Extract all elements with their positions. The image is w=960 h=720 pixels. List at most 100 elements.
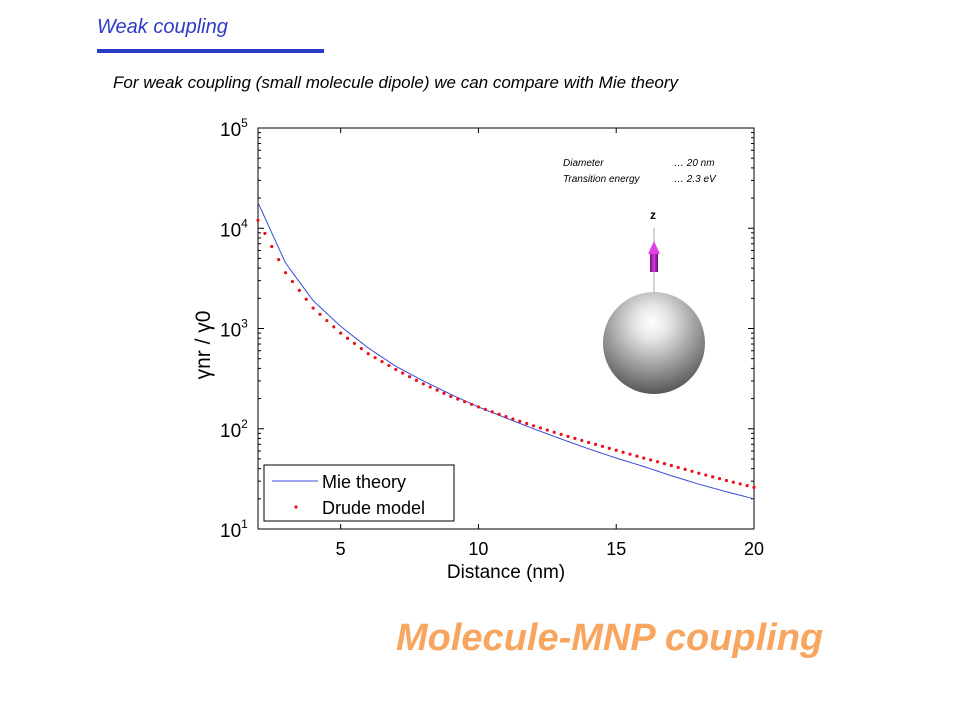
legend: Mie theory Drude model bbox=[263, 464, 455, 522]
series-point-drude-model bbox=[745, 484, 749, 488]
series-point-drude-model bbox=[366, 352, 370, 356]
series-point-drude-model bbox=[649, 458, 653, 462]
series-point-drude-model bbox=[325, 318, 329, 323]
axis-ticks bbox=[258, 127, 755, 530]
legend-swatch-drude bbox=[294, 505, 298, 509]
series-point-drude-model bbox=[662, 462, 667, 466]
series-point-drude-model bbox=[290, 279, 295, 284]
series-point-drude-model bbox=[621, 450, 625, 454]
series-point-drude-model bbox=[614, 448, 618, 452]
series-layer bbox=[256, 202, 756, 500]
series-point-drude-model bbox=[497, 412, 501, 416]
series-point-drude-model bbox=[600, 444, 605, 448]
series-point-drude-model bbox=[490, 410, 494, 414]
series-point-drude-model bbox=[270, 244, 274, 249]
footer-title: Molecule-MNP coupling bbox=[396, 617, 824, 659]
x-axis-label: Distance (nm) bbox=[447, 562, 565, 583]
series-point-drude-model bbox=[504, 415, 508, 419]
series-point-drude-model bbox=[676, 465, 680, 470]
series-point-drude-model bbox=[394, 367, 398, 372]
series-point-drude-model bbox=[380, 360, 384, 364]
series-point-drude-model bbox=[559, 432, 563, 436]
y-tick-label-1: 101 bbox=[220, 517, 248, 542]
axis-tick-labels: 5 10 15 20 101 102 103 104 105 bbox=[220, 116, 764, 559]
series-point-drude-model bbox=[263, 231, 267, 236]
series-point-drude-model bbox=[297, 288, 301, 292]
series-point-drude-model bbox=[283, 271, 288, 275]
series-point-drude-model bbox=[277, 258, 281, 262]
series-point-drude-model bbox=[573, 436, 577, 440]
series-point-drude-model bbox=[711, 475, 715, 479]
x-tick-label-10: 10 bbox=[468, 539, 488, 559]
x-tick-label-5: 5 bbox=[336, 539, 346, 559]
series-point-drude-model bbox=[401, 371, 405, 375]
x-tick-label-20: 20 bbox=[744, 539, 764, 559]
series-point-drude-model bbox=[318, 312, 322, 316]
series-point-drude-model bbox=[552, 430, 556, 434]
series-point-drude-model bbox=[449, 394, 453, 399]
series-point-drude-model bbox=[593, 442, 598, 447]
slide-subtitle: For weak coupling (small molecule dipole… bbox=[113, 73, 679, 92]
y-tick-label-2: 102 bbox=[220, 417, 248, 442]
legend-box bbox=[263, 464, 455, 522]
series-point-drude-model bbox=[731, 480, 735, 484]
series-point-drude-model bbox=[345, 336, 350, 340]
y-tick-label-5: 105 bbox=[220, 116, 248, 141]
series-point-drude-model bbox=[538, 426, 543, 430]
series-point-drude-model bbox=[752, 485, 756, 489]
series-point-drude-model bbox=[697, 471, 701, 475]
series-point-drude-model bbox=[435, 388, 439, 392]
legend-label-mie: Mie theory bbox=[322, 472, 406, 492]
series-point-drude-model bbox=[421, 382, 425, 386]
series-point-drude-model bbox=[566, 434, 570, 438]
series-point-drude-model bbox=[339, 331, 343, 335]
nanoparticle-inset: z bbox=[603, 208, 705, 394]
series-point-drude-model bbox=[476, 405, 481, 409]
series-point-drude-model bbox=[373, 356, 377, 360]
series-point-drude-model bbox=[531, 424, 536, 428]
series-point-drude-model bbox=[442, 391, 446, 395]
series-point-drude-model bbox=[580, 438, 584, 443]
series-point-drude-model bbox=[359, 346, 363, 351]
x-tick-label-15: 15 bbox=[606, 539, 626, 559]
series-point-drude-model bbox=[428, 385, 432, 389]
series-point-drude-model bbox=[469, 402, 474, 406]
annotation: Diameter … 20 nm Transition energy … 2.3… bbox=[563, 158, 717, 185]
dipole-arrowhead bbox=[648, 241, 660, 254]
series-point-drude-model bbox=[642, 456, 646, 460]
series-point-drude-model bbox=[332, 325, 336, 329]
series-point-drude-model bbox=[387, 363, 391, 368]
series-point-drude-model bbox=[704, 473, 708, 477]
series-point-drude-model bbox=[587, 440, 591, 445]
series-point-drude-model bbox=[407, 375, 412, 379]
series-point-drude-model bbox=[483, 407, 487, 411]
series-point-drude-model bbox=[738, 482, 742, 486]
series-point-drude-model bbox=[669, 463, 673, 468]
slide-heading: Weak coupling bbox=[97, 16, 228, 38]
annotation-diameter-value: … 20 nm bbox=[674, 158, 715, 169]
series-point-drude-model bbox=[655, 460, 660, 464]
y-tick-label-4: 104 bbox=[220, 216, 248, 241]
series-point-drude-model bbox=[607, 446, 611, 450]
series-point-drude-model bbox=[304, 297, 308, 301]
series-point-drude-model bbox=[525, 421, 529, 426]
series-point-drude-model bbox=[256, 218, 260, 222]
series-point-drude-model bbox=[724, 478, 729, 483]
series-point-drude-model bbox=[683, 467, 687, 471]
nanoparticle-sphere bbox=[603, 292, 705, 394]
series-point-drude-model bbox=[352, 341, 357, 346]
y-axis-label: γnr / γ0 bbox=[192, 311, 215, 380]
series-point-drude-model bbox=[690, 469, 694, 473]
series-point-drude-model bbox=[635, 454, 639, 458]
series-point-drude-model bbox=[414, 378, 419, 382]
legend-label-drude: Drude model bbox=[322, 498, 425, 518]
heading-underline bbox=[97, 49, 324, 53]
series-point-drude-model bbox=[717, 477, 722, 481]
series-point-drude-model bbox=[463, 400, 467, 404]
annotation-energy-label: Transition energy bbox=[563, 174, 641, 185]
annotation-energy-value: … 2.3 eV bbox=[674, 174, 717, 185]
annotation-diameter-label: Diameter bbox=[563, 158, 604, 169]
inset-axis-label: z bbox=[650, 208, 656, 222]
series-point-drude-model bbox=[511, 417, 515, 421]
